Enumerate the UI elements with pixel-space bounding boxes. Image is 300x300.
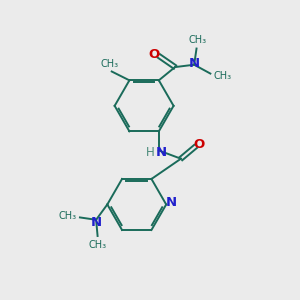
Text: CH₃: CH₃ [59,211,77,221]
Text: CH₃: CH₃ [213,71,231,81]
Text: N: N [166,196,177,209]
Text: N: N [91,216,102,229]
Text: CH₃: CH₃ [188,35,206,45]
Text: N: N [156,146,167,159]
Text: CH₃: CH₃ [100,58,118,69]
Text: N: N [189,57,200,70]
Text: O: O [194,138,205,151]
Text: O: O [149,48,160,61]
Text: CH₃: CH₃ [88,239,107,250]
Text: H: H [146,146,155,159]
